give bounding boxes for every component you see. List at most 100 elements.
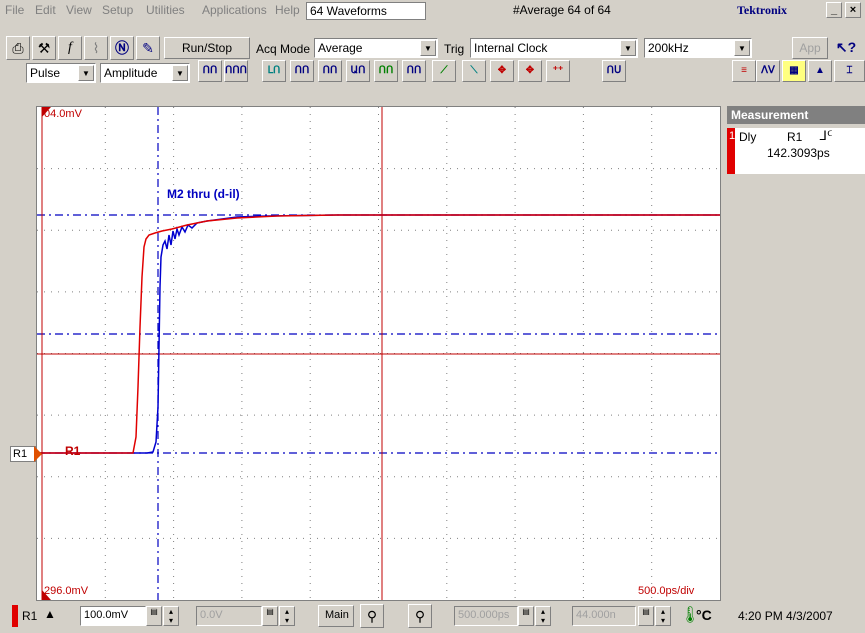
pulse-duty-icon[interactable]: ՈՈ [402,60,426,82]
menu-file[interactable]: File [5,3,25,17]
main-toolbar: ⎙ ⚒ f ⌇ Ⓝ ✎ Run/Stop Acq Mode Average ▼ … [0,34,865,62]
minimize-icon[interactable]: _ [826,2,842,18]
pulse-width-icon[interactable]: ԼՈ [262,60,286,82]
measurement-row[interactable]: 1 Dly R1 ᒧᑦ 142.3093ps [727,128,865,174]
channel-label[interactable]: R1 [22,609,38,623]
menu-utilities[interactable]: Utilities [146,3,185,17]
app-button[interactable]: App [792,37,828,59]
time-per-div-label: 500.0ps/div [638,585,695,597]
waveforms-count: 64 Waveforms [306,2,426,20]
position-spinner[interactable]: ▴ ▾ [535,606,551,626]
dropdown-arrow-icon[interactable]: ▼ [734,40,750,56]
jitter-icon[interactable]: ✥ [490,60,514,82]
rate-value: 200kHz [648,41,689,55]
measure-category-select[interactable]: Pulse ▼ [26,63,96,83]
rate-select[interactable]: 200kHz ▼ [644,38,752,58]
red-waveform [37,214,720,454]
pulse-frequency-icon[interactable]: ՈՈ [318,60,342,82]
measurement-header: Measurement [727,106,865,124]
measurement-name: Dly [739,130,757,144]
fall-time-icon[interactable]: ⟍ [462,60,486,82]
jitter-rms-icon[interactable]: ✥ [518,60,542,82]
pulse-train-icon[interactable]: ՈՍ [602,60,626,82]
system-clock: 4:20 PM 4/3/2007 [738,609,833,623]
pulse-high-icon[interactable]: ՈՈՈ [224,60,248,82]
channel-up-icon[interactable]: ▲ [44,607,56,621]
close-icon[interactable]: × [845,2,861,18]
trig-source-select[interactable]: Internal Clock ▼ [470,38,638,58]
acq-mode-select[interactable]: Average ▼ [314,38,438,58]
rise-time-icon[interactable]: ⟋ [432,60,456,82]
measure-type-select[interactable]: Amplitude ▼ [100,63,190,83]
help-pointer-icon[interactable]: ↖? [834,36,858,60]
record-spinner[interactable]: ▴ ▾ [655,606,671,626]
channel-marker-tag[interactable]: R1 [10,446,36,462]
temperature-unit: °C [696,607,712,623]
measurement-index: 1 [729,130,736,142]
tools-icon[interactable]: ⚒ [32,36,56,60]
pulse-period-icon[interactable]: ՈՈ [290,60,314,82]
bottom-marker-icon [42,590,51,600]
menu-applications[interactable]: Applications [202,3,267,17]
measurement-color-bar [727,128,735,174]
ref-marker-label: R1 [65,444,81,458]
waveform-view-icon[interactable]: ᐱᐯ [756,60,780,82]
tektronix-logo: Tektronix [737,3,788,17]
more-icon[interactable]: ⌶ [834,60,865,82]
vertical-offset-field[interactable]: 0.0V [196,606,262,626]
top-scale-label: 04.0mV [44,108,82,120]
horizontal-position-field[interactable]: 500.000ps [454,606,518,626]
measurement-value: 142.3093ps [767,146,830,160]
waveform-display[interactable]: 04.0mV 296.0mV 500.0ps/div M2 thru (d-il… [36,106,721,601]
pulse-low-icon[interactable]: ԱՈ [346,60,370,82]
thermometer-icon: 🌡 [680,607,701,624]
offset-spinner[interactable]: ▴ ▾ [279,606,295,626]
waveform-label: M2 thru (d-il) [167,187,240,201]
waveform-icon[interactable]: ⌇ [84,36,108,60]
zoom-in-icon[interactable]: ⚲ [360,604,384,628]
offset-keypad-icon[interactable]: ▤ [262,606,278,626]
menu-bar: File Edit View Setup Utilities Applicati… [0,0,865,22]
position-keypad-icon[interactable]: ▤ [518,606,534,626]
timebase-main-button[interactable]: Main [318,605,354,627]
menu-help[interactable]: Help [275,3,300,17]
bottom-scale-label: 296.0mV [44,585,89,597]
waveform-plot [37,107,720,600]
scale-keypad-icon[interactable]: ▤ [146,606,162,626]
measurement-source: R1 [787,130,803,144]
delay-edge-icon: ᒧᑦ [819,128,833,143]
autoset-icon[interactable]: Ⓝ [110,36,134,60]
menu-setup[interactable]: Setup [102,3,134,17]
dropdown-arrow-icon[interactable]: ▼ [78,65,94,81]
channel-marker-label: R1 [13,448,28,460]
channel-color-bar [12,605,18,627]
readout-icon[interactable]: ▦ [782,60,806,82]
menu-view[interactable]: View [66,3,92,17]
top-marker-icon [42,107,51,117]
scale-spinner[interactable]: ▴ ▾ [163,606,179,626]
histogram-icon[interactable]: ▲ [808,60,832,82]
trig-source-value: Internal Clock [474,41,548,55]
record-keypad-icon[interactable]: ▤ [638,606,654,626]
acq-mode-value: Average [318,41,363,55]
measure-category-value: Pulse [30,66,61,80]
menu-edit[interactable]: Edit [35,3,56,17]
measure-type-value: Amplitude [104,66,158,80]
pencil-icon[interactable]: ✎ [136,36,160,60]
function-icon[interactable]: f [58,36,82,60]
lines-icon[interactable]: ≡ [732,60,756,82]
record-position-field[interactable]: 44.000n [572,606,636,626]
vertical-scale-field[interactable]: 100.0mV [80,606,146,626]
dropdown-arrow-icon[interactable]: ▼ [620,40,636,56]
dropdown-arrow-icon[interactable]: ▼ [172,65,188,81]
status-bar: R1 ▲ 100.0mV ▤ ▴ ▾ 0.0V ▤ ▴ ▾ Main ⚲ ⚲ 500… [0,601,865,633]
print-icon[interactable]: ⎙ [6,36,30,60]
pulse-amplitude-icon[interactable]: ՈՈ [198,60,222,82]
pulse-cross-icon[interactable]: ՈՈ [374,60,398,82]
run-stop-button[interactable]: Run/Stop [164,37,250,59]
zoom-out-icon[interactable]: ⚲ [408,604,432,628]
dropdown-arrow-icon[interactable]: ▼ [420,40,436,56]
channel-arrow-icon [34,446,42,462]
crossing-icon[interactable]: ⁺⁺ [546,60,570,82]
trig-label: Trig [444,42,465,56]
